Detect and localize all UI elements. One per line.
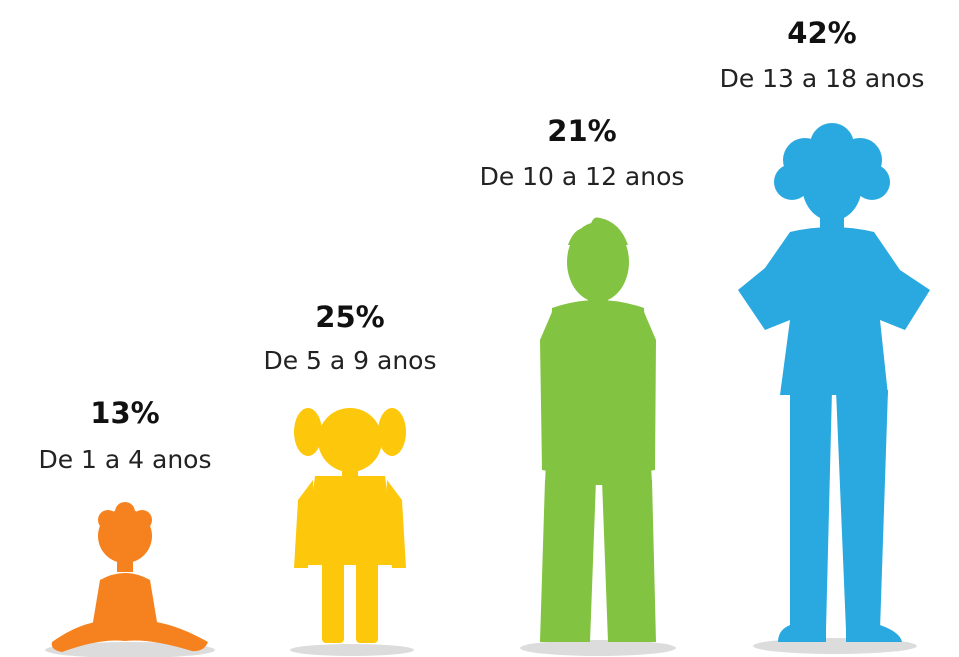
- boy-figure: [540, 217, 656, 642]
- age-label: De 1 a 4 anos: [38, 445, 211, 474]
- share: 21%: [547, 114, 616, 148]
- age-label: De 5 a 9 anos: [263, 346, 436, 375]
- age-label: De 10 a 12 anos: [480, 162, 685, 191]
- share: 13%: [90, 396, 159, 430]
- share: 42%: [787, 16, 856, 50]
- age-label: De 13 a 18 anos: [720, 64, 925, 93]
- teen-figure: [738, 123, 930, 642]
- share: 25%: [315, 300, 384, 334]
- girl-figure: [294, 408, 406, 643]
- toddler-figure: [51, 502, 208, 652]
